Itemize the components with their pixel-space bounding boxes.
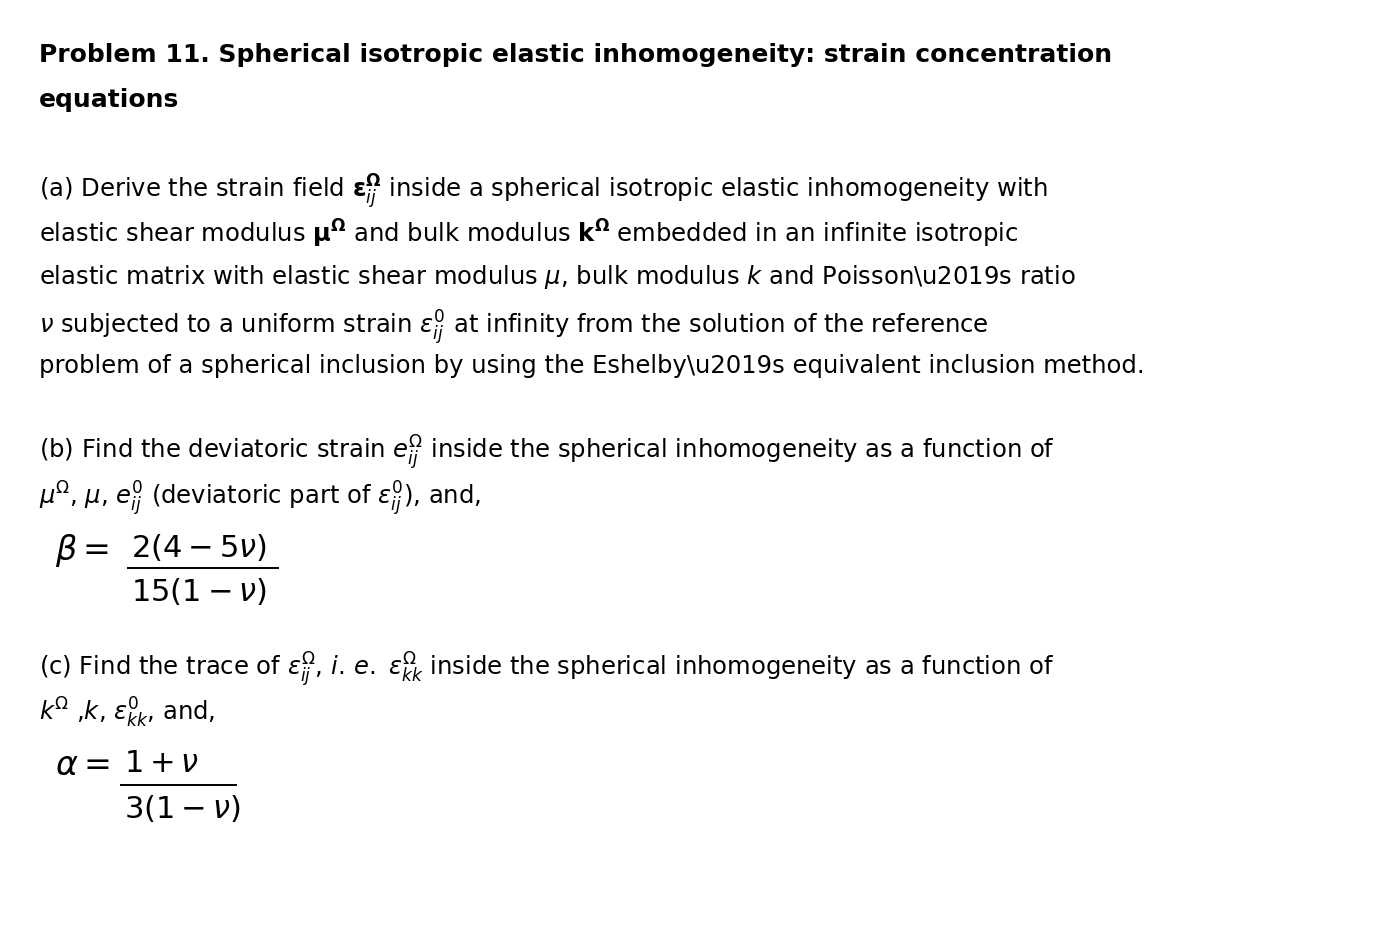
Text: $1+\nu$: $1+\nu$ — [124, 750, 200, 778]
Text: $3(1-\nu)$: $3(1-\nu)$ — [124, 793, 241, 824]
Text: $k^\Omega$ ,$k$, $\varepsilon^0_{kk}$, and,: $k^\Omega$ ,$k$, $\varepsilon^0_{kk}$, a… — [39, 696, 215, 731]
Text: (b) Find the deviatoric strain $e^\Omega_{ij}$ inside the spherical inhomogeneit: (b) Find the deviatoric strain $e^\Omega… — [39, 433, 1054, 472]
Text: elastic matrix with elastic shear modulus $\mu$, bulk modulus $k$ and Poisson\u2: elastic matrix with elastic shear modulu… — [39, 263, 1075, 291]
Text: $15(1-\nu)$: $15(1-\nu)$ — [131, 576, 267, 607]
Text: $\alpha =$: $\alpha =$ — [55, 750, 110, 782]
Text: $\mu^\Omega$, $\mu$, $e^0_{ij}$ (deviatoric part of $\varepsilon^0_{ij}$), and,: $\mu^\Omega$, $\mu$, $e^0_{ij}$ (deviato… — [39, 479, 480, 518]
Text: problem of a spherical inclusion by using the Eshelby\u2019s equivalent inclusio: problem of a spherical inclusion by usin… — [39, 354, 1145, 378]
Text: $2(4-5\nu)$: $2(4-5\nu)$ — [131, 532, 267, 563]
Text: (c) Find the trace of $\varepsilon^\Omega_{ij}$, $i.\,e.$ $\varepsilon^\Omega_{k: (c) Find the trace of $\varepsilon^\Omeg… — [39, 651, 1054, 689]
Text: equations: equations — [39, 88, 179, 112]
Text: $\beta =$: $\beta =$ — [55, 532, 109, 569]
Text: (a) Derive the strain field $\mathbf{\varepsilon}^\mathbf{\Omega}_\mathit{ij}$ i: (a) Derive the strain field $\mathbf{\va… — [39, 172, 1047, 211]
Text: elastic shear modulus $\mathbf{\mu}^\mathbf{\Omega}$ and bulk modulus $\mathbf{k: elastic shear modulus $\mathbf{\mu}^\mat… — [39, 218, 1018, 250]
Text: Problem 11. Spherical isotropic elastic inhomogeneity: strain concentration: Problem 11. Spherical isotropic elastic … — [39, 43, 1112, 66]
Text: $\nu$ subjected to a uniform strain $\varepsilon^0_\mathit{ij}$ at infinity from: $\nu$ subjected to a uniform strain $\va… — [39, 309, 988, 348]
